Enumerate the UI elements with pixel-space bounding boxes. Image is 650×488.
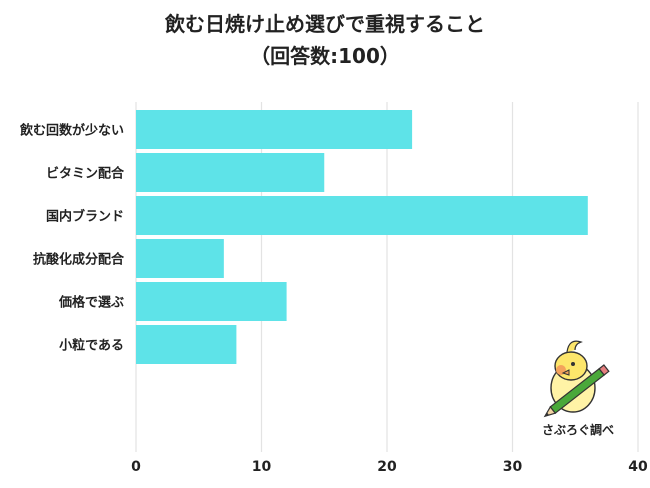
x-tick-label: 0 [131,459,141,475]
bird-with-pencil-icon [543,340,610,418]
x-tick-label: 10 [252,459,272,475]
bar [136,282,287,321]
category-label: 国内ブランド [46,209,124,225]
category-label: 小粒である [59,338,124,354]
bar [136,196,588,235]
x-tick-label: 40 [628,459,648,475]
chart-title: 飲む日焼け止め選びで重視すること [165,12,485,36]
bar [136,325,237,364]
bars [136,110,588,364]
bar [136,239,224,278]
chart-subtitle: （回答数:100） [250,44,400,68]
x-tick-label: 20 [377,459,397,475]
category-label: 価格で選ぶ [58,295,124,311]
category-label: 飲む回数が少ない [19,123,124,139]
bar [136,110,413,149]
category-label: 抗酸化成分配合 [33,252,125,268]
watermark-text: さぶろぐ調べ [542,422,614,437]
x-axis-tick-labels: 0 10 20 30 40 [131,459,648,475]
category-label: ビタミン配合 [46,166,125,182]
bar [136,153,325,192]
x-tick-label: 30 [503,459,523,475]
